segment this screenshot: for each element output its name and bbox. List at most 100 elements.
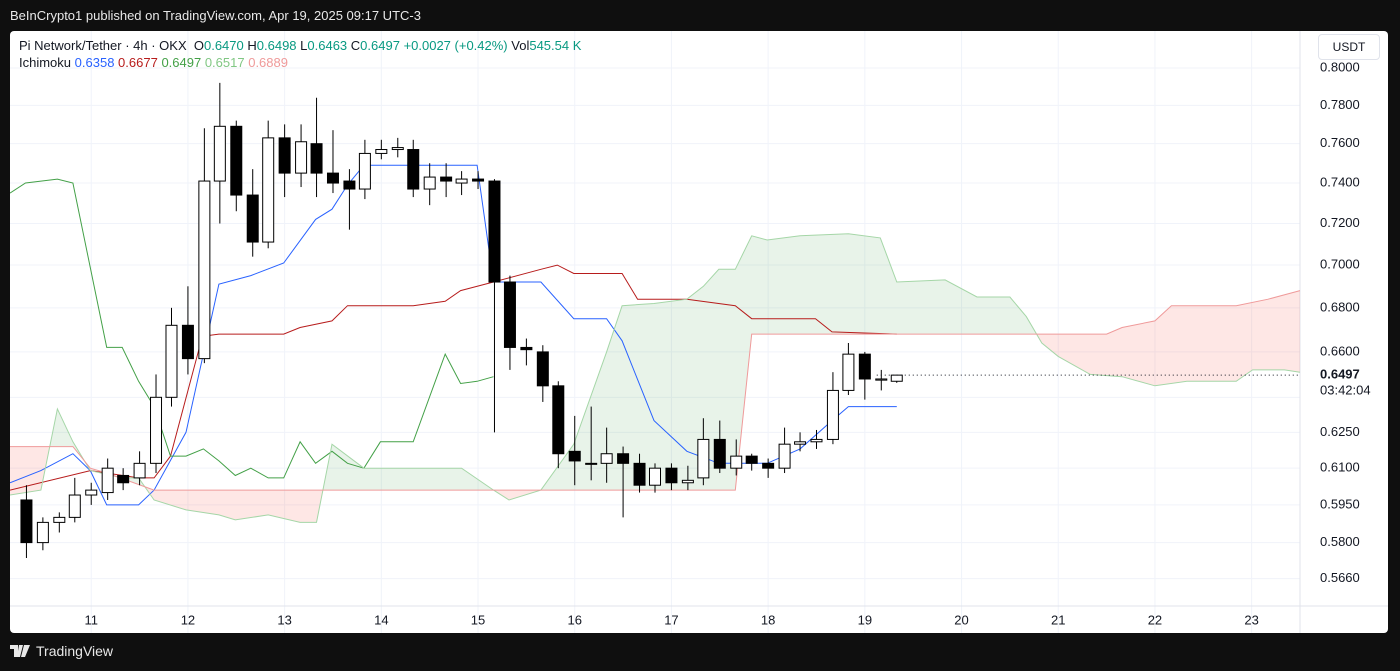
candle-body <box>810 438 823 443</box>
indicator-line <box>10 164 897 506</box>
indicator-name: Ichimoku <box>19 55 72 70</box>
candle-body <box>585 462 598 465</box>
candle-body <box>20 499 33 544</box>
currency-button[interactable]: USDT <box>1318 34 1380 60</box>
candle-body <box>133 462 146 479</box>
legend: Pi Network/Tether · 4h · OKX O0.6470 H0.… <box>19 37 581 71</box>
indicator-value: 0.6517 <box>204 55 245 70</box>
candle-body <box>778 443 791 469</box>
indicator-value: 0.6889 <box>248 55 288 70</box>
candle-body <box>713 438 726 469</box>
candle-body <box>730 455 743 469</box>
y-tick-label: 0.7800 <box>1320 97 1360 112</box>
candle-body <box>36 521 49 544</box>
price-label-bg <box>1304 366 1388 403</box>
candle-body <box>278 137 291 174</box>
ohlc-value: 545.54 K <box>529 38 582 53</box>
candle-body <box>407 149 420 190</box>
x-tick-label: 19 <box>858 612 872 627</box>
indicator-value: 0.6358 <box>74 55 115 70</box>
candle-body <box>181 324 194 360</box>
brand: TradingView <box>10 643 113 659</box>
candle-body <box>488 180 501 283</box>
ohlc-label: H <box>247 38 257 53</box>
symbol-line: Pi Network/Tether · 4h · OKX O0.6470 H 0.… <box>19 37 581 54</box>
candle-body <box>53 516 66 523</box>
candle-body <box>665 467 678 484</box>
y-tick-label: 0.7600 <box>1320 135 1360 150</box>
candle-body <box>552 385 565 455</box>
ohlc-value: 0.6463 <box>307 38 348 53</box>
x-tick-label: 18 <box>761 612 775 627</box>
x-tick-label: 17 <box>664 612 678 627</box>
candle-body <box>826 389 839 440</box>
x-tick-label: 21 <box>1051 612 1065 627</box>
candle-body <box>85 489 98 496</box>
ohlc-value: +0.0027 (+0.42%) <box>403 38 508 53</box>
symbol-title: Pi Network/Tether · 4h · OKX <box>19 38 187 53</box>
candle-body <box>472 178 485 182</box>
candle-body <box>343 180 356 190</box>
x-tick-label: 13 <box>277 612 291 627</box>
x-tick-label: 14 <box>374 612 388 627</box>
candle-body <box>165 324 178 398</box>
indicator-line <box>10 290 1301 491</box>
grid <box>10 31 1300 633</box>
candle-body <box>875 378 888 381</box>
countdown: 03:42:04 <box>1320 383 1371 398</box>
y-tick-label: 0.6100 <box>1320 460 1360 475</box>
ohlc-label: Vol <box>511 38 530 53</box>
x-tick-label: 20 <box>954 612 968 627</box>
cloud-up <box>10 233 1300 491</box>
ohlc-value: 0.6470 <box>203 38 244 53</box>
candle-body <box>697 438 710 479</box>
y-tick-label: 0.5660 <box>1320 570 1360 585</box>
candle-body <box>520 346 533 351</box>
y-tick-label: 0.5950 <box>1320 496 1360 511</box>
indicator-value: 0.6677 <box>118 55 158 70</box>
brand-name: TradingView <box>36 643 114 659</box>
y-tick-label: 0.6600 <box>1320 343 1360 358</box>
x-tick-label: 11 <box>84 612 98 627</box>
candle-body <box>101 467 114 494</box>
candle-body <box>326 172 339 184</box>
indicator-line <box>10 178 494 479</box>
candle-body <box>794 441 807 445</box>
indicator-line: Ichimoku 0.6358 0.6677 0.6497 0.6517 0.6… <box>19 54 581 71</box>
brand-logo <box>10 645 30 657</box>
y-tick-label: 0.6800 <box>1320 299 1360 314</box>
candle-body <box>375 149 388 154</box>
x-tick-label: 12 <box>181 612 195 627</box>
indicator-line <box>10 264 897 491</box>
candle-body <box>391 147 404 151</box>
ohlc-label: L <box>300 38 308 53</box>
candle-body <box>246 194 259 243</box>
candle-body <box>455 178 468 184</box>
candle-body <box>842 353 855 391</box>
ohlc-label: O <box>193 38 204 53</box>
ohlc-label: C <box>350 38 361 53</box>
candle-body <box>358 152 371 190</box>
x-tick-label: 22 <box>1148 612 1162 627</box>
y-tick-label: 0.7400 <box>1320 174 1360 189</box>
candle-body <box>745 455 758 464</box>
y-tick-label: 0.6250 <box>1320 424 1360 439</box>
x-tick-label: 16 <box>568 612 582 627</box>
candle-body <box>213 125 226 182</box>
publish-info: BeInCrypto1 published on TradingView.com… <box>10 8 421 23</box>
candle-body <box>295 141 308 174</box>
y-tick-label: 0.7000 <box>1320 256 1360 271</box>
candle-body <box>117 474 130 484</box>
candle-body <box>568 450 581 462</box>
candle-body <box>440 176 453 182</box>
indicator-line <box>10 233 1301 523</box>
candle-body <box>681 479 694 484</box>
candle-body <box>890 374 903 382</box>
x-tick-label: 15 <box>471 612 485 627</box>
candle-body <box>617 453 630 464</box>
candle-body <box>310 143 323 174</box>
candle-body <box>600 453 613 464</box>
candle-body <box>198 180 211 360</box>
x-tick-label: 23 <box>1244 612 1258 627</box>
candle-body <box>762 462 775 469</box>
